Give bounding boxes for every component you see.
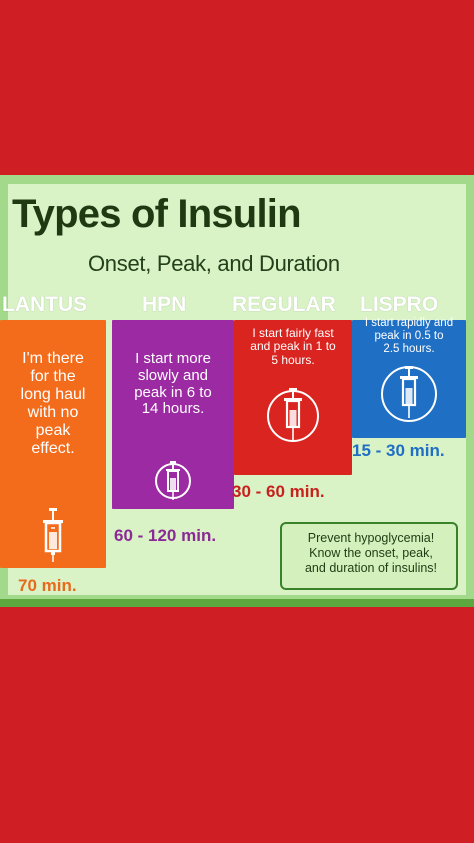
- lantus-bar: I'm there for the long haul with no peak…: [0, 320, 106, 568]
- syringe-icon: [155, 456, 191, 511]
- hpn-bar: I start more slowly and peak in 6 to 14 …: [112, 320, 234, 509]
- bottom-band: [0, 599, 474, 607]
- hpn-onset: 60 - 120 min.: [114, 526, 217, 545]
- infographic-panel: Types of Insulin Onset, Peak, and Durati…: [0, 184, 466, 595]
- lantus-onset: 70 min.: [18, 576, 77, 595]
- page-subtitle: Onset, Peak, and Duration: [88, 251, 340, 276]
- lispro-onset: 15 - 30 min.: [352, 441, 445, 460]
- column-header-hpn: HPN: [142, 293, 187, 316]
- syringe-icon: [37, 508, 69, 567]
- column-header-lantus: LANTUS: [2, 293, 88, 316]
- lispro-bar: I start rapidly and peak in 0.5 to 2.5 h…: [352, 317, 466, 438]
- warning-note-text: Prevent hypoglycemia! Know the onset, pe…: [304, 531, 438, 575]
- column-header-regular: REGULAR: [232, 293, 336, 316]
- column-header-lispro: LISPRO: [360, 293, 439, 316]
- page-title: Types of Insulin: [12, 192, 302, 236]
- syringe-icon: [379, 360, 439, 431]
- insulin-infographic: Types of Insulin Onset, Peak, and Durati…: [0, 175, 474, 607]
- lantus-description: I'm there for the long haul with no peak…: [20, 350, 86, 457]
- regular-bar: I start fairly fast and peak in 1 to 5 h…: [234, 320, 352, 475]
- regular-onset: 30 - 60 min.: [232, 482, 325, 501]
- warning-note: Prevent hypoglycemia! Know the onset, pe…: [280, 522, 458, 590]
- lispro-description: I start rapidly and peak in 0.5 to 2.5 h…: [364, 317, 454, 355]
- regular-description: I start fairly fast and peak in 1 to 5 h…: [250, 326, 336, 367]
- hpn-description: I start more slowly and peak in 6 to 14 …: [134, 350, 212, 418]
- syringe-icon: [266, 382, 320, 453]
